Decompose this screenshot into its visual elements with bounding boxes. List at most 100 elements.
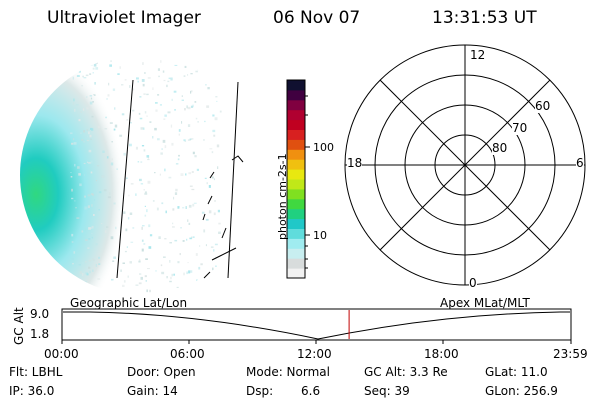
speckle-dot bbox=[175, 163, 179, 165]
speckle-dot bbox=[140, 276, 143, 280]
speckle-dot bbox=[155, 102, 158, 104]
colorbar-swatch bbox=[287, 208, 305, 220]
speckle-dot bbox=[72, 76, 74, 80]
speckle-dot bbox=[79, 271, 83, 275]
speckle-dot bbox=[110, 236, 114, 240]
speckle-dot bbox=[185, 206, 187, 209]
colorbar-swatch bbox=[287, 238, 305, 249]
speckle-dot bbox=[90, 127, 93, 130]
speckle-dot bbox=[119, 66, 121, 69]
speckle-dot bbox=[147, 180, 151, 184]
speckle-dot bbox=[143, 149, 146, 152]
colorbar-swatch bbox=[287, 159, 305, 170]
speckle-dot bbox=[135, 193, 137, 196]
speckle-dot bbox=[212, 114, 215, 117]
speckle-dot bbox=[213, 134, 216, 137]
speckle-dot bbox=[84, 206, 88, 210]
speckle-dot bbox=[119, 134, 123, 137]
speckle-dot bbox=[71, 142, 74, 145]
speckle-dot bbox=[189, 185, 193, 187]
speckle-dot bbox=[78, 173, 81, 176]
speckle-dot bbox=[206, 182, 208, 185]
speckle-dot bbox=[213, 212, 216, 216]
speckle-dot bbox=[88, 270, 91, 274]
speckle-dot bbox=[178, 133, 180, 136]
colorbar-swatch bbox=[287, 258, 305, 269]
time-label: 13:31:53 UT bbox=[432, 8, 537, 28]
speckle-dot bbox=[167, 111, 171, 114]
speckle-dot bbox=[172, 222, 174, 225]
speckle-dot bbox=[81, 85, 83, 87]
speckle-dot bbox=[203, 229, 206, 233]
speckle-dot bbox=[144, 192, 148, 195]
speckle-dot bbox=[74, 163, 76, 167]
colorbar-tick-100: 100 bbox=[313, 141, 334, 154]
speckle-dot bbox=[200, 263, 203, 266]
speckle-dot bbox=[209, 148, 213, 150]
speckle-dot bbox=[146, 115, 148, 117]
alt-xtick-1800: 18:00 bbox=[424, 347, 459, 361]
speckle-dot bbox=[177, 158, 180, 161]
speckle-dot bbox=[90, 247, 93, 249]
dsp-value: 6.6 bbox=[301, 384, 321, 398]
speckle-dot bbox=[121, 84, 124, 86]
colorbar-swatch bbox=[287, 188, 305, 200]
speckle-dot bbox=[129, 212, 133, 215]
speckle-dot bbox=[186, 105, 188, 109]
colorbar-swatch bbox=[287, 119, 305, 130]
terminator-line bbox=[116, 79, 134, 279]
colorbar-frame bbox=[286, 79, 306, 279]
polar-diagonal-2 bbox=[379, 79, 551, 251]
speckle-dot bbox=[194, 155, 197, 158]
speckle-dot bbox=[87, 194, 91, 197]
speckle-dot bbox=[218, 222, 221, 225]
speckle-dot bbox=[173, 196, 175, 200]
speckle-dot bbox=[76, 217, 80, 219]
speckle-dot bbox=[90, 171, 93, 174]
speckle-dot bbox=[91, 115, 94, 118]
speckle-dot bbox=[192, 151, 195, 155]
speckle-dot bbox=[101, 175, 105, 178]
speckle-dot bbox=[91, 236, 94, 239]
speckle-dot bbox=[148, 224, 151, 228]
speckle-dot bbox=[130, 183, 134, 185]
speckle-dot bbox=[187, 106, 191, 110]
speckle-dot bbox=[104, 141, 107, 143]
speckle-dot bbox=[145, 280, 147, 282]
speckle-dot bbox=[77, 144, 80, 148]
speckle-dot bbox=[105, 116, 107, 119]
speckle-dot bbox=[87, 172, 90, 175]
speckle-dot bbox=[82, 97, 85, 99]
speckle-dot bbox=[87, 247, 90, 249]
speckle-dot bbox=[93, 94, 95, 96]
speckle-dot bbox=[95, 243, 98, 246]
speckle-dot bbox=[98, 191, 102, 194]
speckle-dot bbox=[149, 121, 152, 123]
speckle-dot bbox=[193, 202, 197, 204]
colorbar-swatches bbox=[287, 80, 305, 279]
speckle-dot bbox=[170, 77, 173, 81]
speckle-dot bbox=[189, 237, 192, 240]
speckle-dot bbox=[214, 117, 218, 121]
speckle-dot bbox=[80, 132, 82, 134]
speckle-dot bbox=[212, 267, 214, 271]
speckle-dot bbox=[191, 171, 194, 173]
speckle-dot bbox=[81, 139, 84, 141]
speckle-dot bbox=[83, 77, 87, 79]
speckle-dot bbox=[78, 119, 81, 122]
speckle-dot bbox=[199, 245, 201, 247]
speckle-dot bbox=[82, 108, 85, 111]
speckle-dot bbox=[163, 256, 166, 258]
speckle-dot bbox=[135, 284, 139, 286]
speckle-dot bbox=[116, 168, 118, 170]
speckle-dot bbox=[168, 176, 172, 179]
glat-info: GLat: 11.0 bbox=[485, 365, 548, 379]
speckle-dot bbox=[208, 185, 211, 188]
speckle-dot bbox=[163, 79, 166, 82]
speckle-dot bbox=[141, 79, 145, 82]
lat-label-70: 70 bbox=[512, 121, 528, 135]
speckle-dot bbox=[89, 101, 93, 105]
speckle-dot bbox=[165, 210, 167, 214]
speckle-dot bbox=[166, 84, 168, 88]
